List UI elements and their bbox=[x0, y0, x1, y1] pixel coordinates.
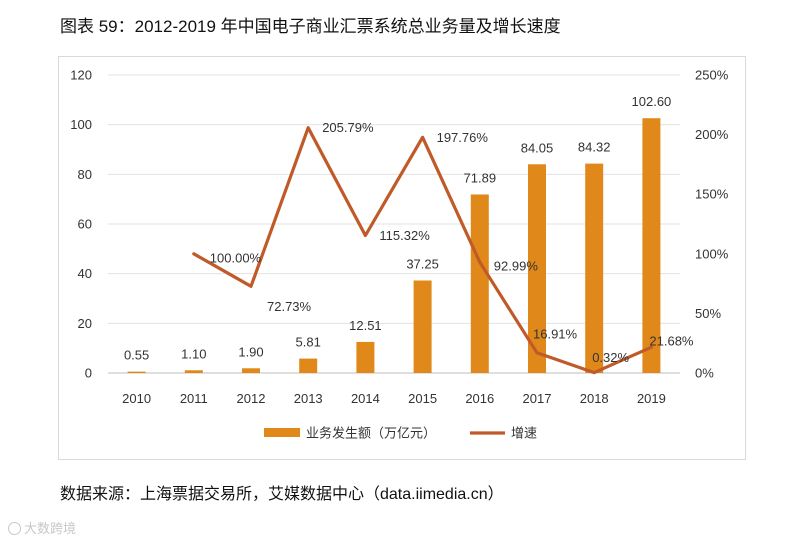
y-right-tick-label: 0% bbox=[695, 366, 714, 381]
bar bbox=[184, 370, 203, 373]
growth-labels: 100.00% 72.73% 205.79% 115.32% 197.76% 92.99%… bbox=[210, 120, 694, 365]
bar bbox=[127, 371, 146, 373]
growth-value-label: 16.91% bbox=[533, 326, 578, 341]
y-left-tick-label: 40 bbox=[78, 266, 92, 281]
bar bbox=[585, 163, 604, 373]
bar-value-label: 84.05 bbox=[521, 140, 554, 155]
x-tick-label: 2017 bbox=[523, 391, 552, 406]
x-tick-label: 2012 bbox=[237, 391, 266, 406]
bar-value-label: 102.60 bbox=[632, 94, 672, 109]
gridlines bbox=[108, 74, 680, 374]
watermark-text: 大数跨境 bbox=[24, 521, 77, 536]
growth-value-label: 72.73% bbox=[267, 299, 312, 314]
bar-labels: 0.55 1.10 1.90 5.81 12.51 37.25 71.89 84.05 84.3… bbox=[124, 94, 671, 362]
bar-value-label: 12.51 bbox=[349, 318, 382, 333]
growth-value-label: 100.00% bbox=[210, 250, 262, 265]
watermark: 大数跨境 bbox=[8, 518, 76, 537]
y-left-tick-label: 100 bbox=[70, 117, 92, 132]
growth-value-label: 21.68% bbox=[649, 334, 694, 349]
bar-value-label: 0.55 bbox=[124, 348, 149, 363]
legend-line-label: 增速 bbox=[511, 426, 537, 441]
left-axis-ticks: 0 20 40 60 80 100 120 bbox=[70, 68, 92, 381]
bar bbox=[528, 164, 546, 373]
y-left-tick-label: 120 bbox=[70, 68, 92, 83]
y-right-tick-label: 200% bbox=[695, 127, 729, 142]
y-right-tick-label: 100% bbox=[695, 246, 729, 261]
chart-title: 图表 59：2012-2019 年中国电子商业汇票系统总业务量及增长速度 bbox=[60, 17, 561, 36]
growth-value-label: 92.99% bbox=[494, 259, 539, 274]
y-left-tick-label: 0 bbox=[85, 366, 92, 381]
legend-bar-swatch bbox=[264, 428, 300, 437]
bar bbox=[299, 358, 318, 373]
bar bbox=[413, 280, 432, 373]
bar-value-label: 37.25 bbox=[406, 256, 439, 271]
x-tick-label: 2016 bbox=[465, 391, 494, 406]
y-right-tick-label: 150% bbox=[695, 187, 729, 202]
x-tick-label: 2010 bbox=[122, 391, 151, 406]
growth-value-label: 205.79% bbox=[322, 120, 374, 135]
bars bbox=[127, 118, 661, 374]
bar bbox=[242, 368, 260, 373]
y-right-tick-label: 50% bbox=[695, 306, 721, 321]
chart-frame bbox=[58, 56, 746, 460]
bar bbox=[356, 341, 375, 373]
y-left-tick-label: 80 bbox=[78, 167, 92, 182]
right-axis-ticks: 0% 50% 100% 150% 200% 250% bbox=[695, 68, 729, 381]
x-tick-label: 2019 bbox=[637, 391, 666, 406]
x-tick-label: 2011 bbox=[180, 391, 208, 406]
bar bbox=[470, 194, 489, 373]
growth-value-label: 197.76% bbox=[437, 130, 489, 145]
y-left-tick-label: 60 bbox=[78, 217, 92, 232]
y-right-tick-label: 250% bbox=[695, 68, 729, 83]
legend-bar-label: 业务发生额（万亿元） bbox=[306, 426, 436, 441]
growth-line-path bbox=[192, 126, 654, 375]
x-tick-label: 2015 bbox=[408, 391, 437, 406]
bar-value-label: 84.32 bbox=[578, 140, 611, 155]
bar-value-label: 71.89 bbox=[464, 170, 497, 185]
x-tick-label: 2018 bbox=[580, 391, 609, 406]
bar-value-label: 1.10 bbox=[181, 346, 206, 361]
growth-value-label: 115.32% bbox=[379, 228, 430, 243]
growth-value-label: 0.32% bbox=[592, 350, 629, 365]
bar-value-label: 1.90 bbox=[238, 344, 263, 359]
bar bbox=[642, 118, 661, 374]
x-axis-ticks: 2010 2011 2012 2013 2014 2015 2016 2017 2018 2019 bbox=[122, 391, 666, 406]
source-note: 数据来源：上海票据交易所，艾媒数据中心（data.iimedia.cn） bbox=[60, 486, 504, 503]
bar-value-label: 5.81 bbox=[296, 335, 321, 350]
x-tick-label: 2014 bbox=[351, 391, 380, 406]
watermark-logo-icon bbox=[8, 522, 21, 535]
y-left-tick-label: 20 bbox=[78, 316, 92, 331]
x-tick-label: 2013 bbox=[294, 391, 323, 406]
legend: 业务发生额（万亿元） 增速 bbox=[264, 426, 537, 441]
growth-line bbox=[192, 126, 654, 375]
